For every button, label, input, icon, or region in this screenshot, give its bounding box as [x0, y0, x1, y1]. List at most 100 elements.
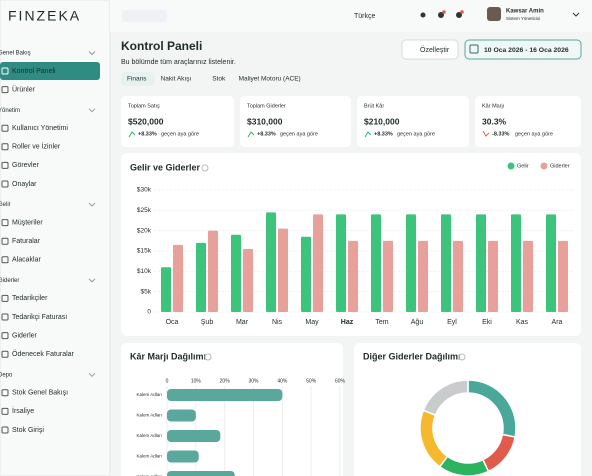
kpi-card: [240, 96, 351, 147]
language[interactable]: Türkçe: [354, 13, 376, 20]
x-tick-label: Mar: [236, 319, 249, 326]
nav-item[interactable]: Faturalar: [12, 238, 41, 245]
chevron[interactable]: [88, 51, 96, 56]
y-tick-label: $15k: [137, 248, 152, 255]
tab[interactable]: Nakit Akışı: [161, 76, 192, 83]
customize-button[interactable]: [401, 39, 459, 60]
customize-label[interactable]: Özelleştir: [420, 46, 450, 54]
info-icon[interactable]: [458, 353, 466, 361]
nav-item[interactable]: Tedarikçiler: [12, 295, 48, 302]
nav-item[interactable]: İrsaliye: [12, 406, 34, 415]
x-tick-label: 10%: [191, 378, 202, 384]
x-tick-label: 20%: [220, 378, 231, 384]
bar: [441, 214, 451, 312]
nav-item[interactable]: Kontrol Paneli: [12, 68, 56, 75]
bar: [546, 214, 556, 312]
trend-icon: [364, 131, 372, 138]
nav-item[interactable]: Roller ve İzinler: [12, 142, 61, 151]
chevron[interactable]: [88, 108, 96, 113]
chevron[interactable]: [88, 278, 96, 283]
y-tick-label: $5k: [141, 288, 152, 295]
bar: [167, 430, 221, 442]
user-name[interactable]: Kawsar Amin: [506, 9, 544, 15]
nav-icon: [1, 67, 9, 75]
kpi-note: geçen aya göre: [280, 131, 318, 137]
tab[interactable]: Finans: [127, 76, 147, 83]
kpi-label: Toplam Giderler: [247, 103, 286, 109]
nav-group[interactable]: Gelir: [0, 202, 11, 208]
nav-icon: [1, 294, 9, 302]
bar: [523, 240, 533, 312]
date-range[interactable]: 10 Oca 2026 - 16 Oca 2026: [484, 47, 569, 54]
chevron[interactable]: [88, 372, 96, 378]
bar: [313, 214, 323, 312]
nav-group[interactable]: Depo: [0, 372, 13, 378]
nav-item[interactable]: Kullanıcı Yönetimi: [12, 125, 68, 132]
nav-icon: [1, 389, 9, 397]
bar: [383, 240, 393, 312]
nav-item[interactable]: Alacaklar: [12, 257, 41, 264]
nav-group[interactable]: Genel Bakış: [0, 51, 31, 57]
tab[interactable]: Stok: [212, 76, 226, 83]
nav-item[interactable]: Stok Girişi: [12, 427, 44, 434]
bar: [336, 214, 346, 312]
chevron[interactable]: [572, 12, 580, 17]
bar: [161, 267, 171, 312]
bar: [301, 236, 311, 312]
info-icon[interactable]: [204, 353, 212, 361]
donut-segment: [422, 379, 469, 417]
kpi-change: +8.33%: [374, 131, 393, 137]
bar: [243, 248, 253, 312]
message-icon[interactable]: [438, 12, 444, 18]
bar: [348, 240, 358, 312]
nav-item[interactable]: Giderler: [12, 332, 38, 339]
nav-icon: [1, 237, 9, 245]
nav-group[interactable]: Giderler: [0, 278, 19, 284]
nav-icon: [1, 86, 9, 94]
avatar[interactable]: [487, 7, 501, 21]
y-tick-label: $30k: [137, 187, 152, 194]
tab[interactable]: Maliyet Motoru (ACE): [239, 76, 301, 83]
bar: [208, 230, 218, 312]
chart-title: Gelir ve Giderler: [130, 162, 201, 172]
nav-item[interactable]: Onaylar: [12, 181, 37, 188]
nav-item[interactable]: Müşteriler: [12, 219, 43, 226]
bar: [418, 240, 428, 312]
kpi-card: [121, 96, 234, 147]
nav-icon: [1, 180, 9, 188]
chevron[interactable]: [88, 202, 96, 207]
nav-item[interactable]: Ürünler: [12, 85, 36, 93]
bar: [167, 389, 283, 401]
bell-icon[interactable]: [456, 12, 462, 18]
bar: [488, 240, 498, 312]
kpi-label: Brüt Kâr: [364, 103, 384, 109]
y-tick-label: Kalem Adları: [136, 392, 162, 397]
tab-active[interactable]: [121, 72, 155, 86]
nav-item[interactable]: Görevler: [12, 162, 40, 169]
kpi-value: $520,000: [128, 116, 164, 126]
bar: [511, 214, 521, 312]
theme-icon[interactable]: [420, 12, 426, 18]
nav-item[interactable]: Ödenecek Faturalar: [12, 350, 75, 358]
x-tick-label: 60%: [335, 378, 346, 384]
nav-active[interactable]: [0, 62, 100, 80]
nav-group[interactable]: Yönetim: [0, 108, 20, 114]
y-tick-label: Kalem Adları: [136, 454, 162, 459]
nav-item[interactable]: Stok Genel Bakışı: [12, 390, 68, 397]
nav-item[interactable]: Tedarikçi Faturası: [12, 314, 67, 321]
kpi-note: geçen aya göre: [397, 131, 435, 137]
kpi-change: -8.33%: [492, 131, 510, 137]
kpi-note: geçen aya göre: [515, 131, 553, 137]
nav-icon: [1, 313, 9, 321]
card: [354, 343, 581, 476]
x-tick-label: May: [305, 319, 319, 326]
kpi-card: [475, 96, 581, 147]
nav-icon: [1, 350, 9, 358]
bar: [173, 244, 183, 312]
info-icon[interactable]: [201, 164, 209, 172]
bar: [231, 234, 241, 312]
nav-icon: [1, 219, 9, 227]
date-button[interactable]: [464, 39, 582, 60]
x-tick-label: 30%: [248, 378, 259, 384]
